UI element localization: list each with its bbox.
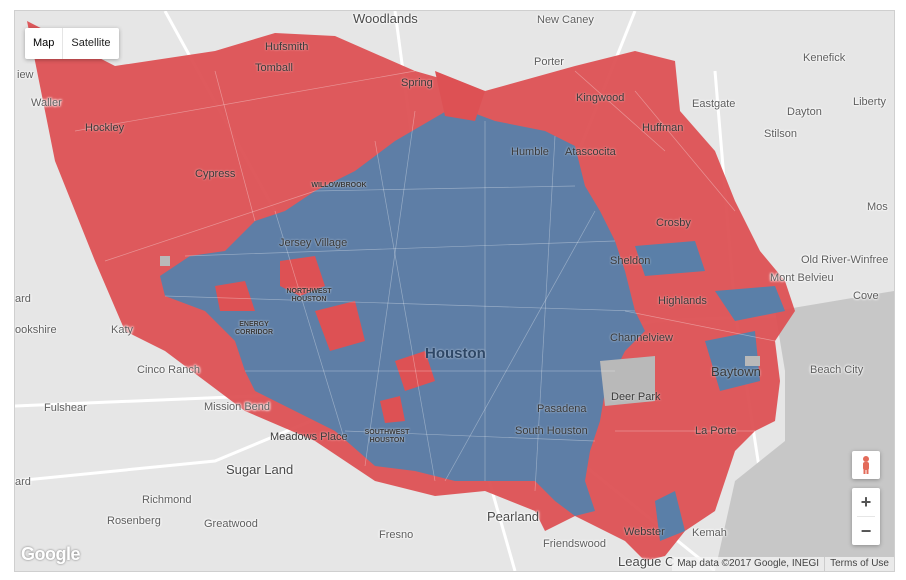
label-mission-bend: Mission Bend bbox=[204, 401, 271, 413]
label-cinco-ranch: Cinco Ranch bbox=[137, 364, 200, 376]
label-friendswood: Friendswood bbox=[543, 538, 606, 550]
label-iew: iew bbox=[17, 69, 34, 81]
label-waller: Waller bbox=[31, 97, 62, 109]
label-league-city: League C bbox=[618, 554, 675, 569]
zoom-in-button[interactable]: + bbox=[860, 492, 872, 512]
label-jersey-village: Jersey Village bbox=[279, 237, 348, 249]
zoom-divider bbox=[857, 516, 875, 517]
label-highlands: Highlands bbox=[658, 295, 707, 307]
label-cypress: Cypress bbox=[195, 168, 236, 180]
label-south-houston: South Houston bbox=[515, 425, 588, 437]
label-cove: Cove bbox=[853, 290, 879, 302]
label-ookshire: ookshire bbox=[15, 324, 57, 336]
label-humble: Humble bbox=[511, 146, 549, 158]
label-kenefick: Kenefick bbox=[803, 52, 846, 64]
label-la-porte: La Porte bbox=[695, 425, 737, 437]
label-woodlands: Woodlands bbox=[353, 11, 418, 26]
red-enclaves bbox=[215, 71, 485, 423]
grey-patches bbox=[160, 256, 760, 406]
label-fulshear: Fulshear bbox=[44, 402, 87, 414]
label-rosenberg: Rosenberg bbox=[107, 515, 161, 527]
label-richmond: Richmond bbox=[142, 494, 192, 506]
label-old-river: Old River-Winfree bbox=[801, 254, 889, 266]
label-stilson: Stilson bbox=[764, 128, 798, 140]
label-channelview: Channelview bbox=[610, 332, 673, 344]
map-type-map-button[interactable]: Map bbox=[25, 28, 64, 59]
label-sugar-land: Sugar Land bbox=[226, 462, 294, 477]
blue-enclaves bbox=[635, 241, 785, 541]
label-willowbrook: WILLOWBROOK bbox=[311, 182, 367, 189]
label-kemah: Kemah bbox=[692, 527, 727, 539]
zoom-control: + − bbox=[852, 488, 880, 545]
label-pearland: Pearland bbox=[487, 509, 540, 524]
county-blue-region bbox=[160, 106, 645, 516]
label-pasadena: Pasadena bbox=[537, 403, 587, 415]
map-data-attribution: Map data ©2017 Google, INEGI bbox=[677, 558, 820, 569]
google-logo[interactable]: Google bbox=[21, 544, 81, 564]
label-atascocita: Atascocita bbox=[565, 146, 616, 158]
label-northwest-houston: NORTHWEST HOUSTON bbox=[286, 288, 332, 303]
label-beach-city: Beach City bbox=[810, 364, 864, 376]
pegman-icon bbox=[863, 456, 869, 474]
label-spring: Spring bbox=[401, 77, 433, 89]
label-houston: Houston bbox=[425, 345, 486, 362]
label-southwest-houston: SOUTHWEST HOUSTON bbox=[364, 429, 410, 444]
label-tomball: Tomball bbox=[255, 62, 293, 74]
label-huffman: Huffman bbox=[642, 122, 684, 134]
terms-of-use-link[interactable]: Terms of Use bbox=[824, 557, 894, 571]
label-ard-top: ard bbox=[15, 293, 31, 305]
label-katy: Katy bbox=[111, 324, 134, 336]
label-ard: ard bbox=[15, 476, 31, 488]
attribution-bar: Map data ©2017 Google, INEGI Terms of Us… bbox=[672, 557, 894, 571]
label-mont-belvieu: Mont Belvieu bbox=[770, 272, 834, 284]
label-sheldon: Sheldon bbox=[610, 255, 651, 267]
label-dayton: Dayton bbox=[787, 106, 822, 118]
precinct-lines bbox=[74, 70, 776, 492]
map-type-satellite-button[interactable]: Satellite bbox=[71, 37, 111, 49]
label-mos: Mos bbox=[867, 201, 888, 213]
label-hockley: Hockley bbox=[85, 122, 125, 134]
label-fresno: Fresno bbox=[379, 529, 414, 541]
label-eastgate: Eastgate bbox=[692, 98, 736, 110]
label-porter: Porter bbox=[534, 56, 564, 68]
zoom-out-button[interactable]: − bbox=[860, 521, 872, 541]
label-greatwood: Greatwood bbox=[204, 518, 258, 530]
label-meadows-place: Meadows Place bbox=[270, 431, 348, 443]
label-energy-corridor: ENERGY CORRIDOR bbox=[234, 321, 274, 336]
map-frame[interactable]: Woodlands New Caney Kenefick Porter iew … bbox=[14, 10, 895, 572]
galveston-bay bbox=[715, 291, 894, 571]
map-type-control: Map Satellite bbox=[25, 28, 119, 59]
label-webster: Webster bbox=[624, 526, 665, 538]
label-crosby: Crosby bbox=[656, 217, 691, 229]
label-baytown: Baytown bbox=[711, 364, 761, 379]
label-kingwood: Kingwood bbox=[576, 92, 625, 104]
label-liberty: Liberty bbox=[853, 96, 887, 108]
map-canvas[interactable] bbox=[15, 11, 894, 571]
street-view-pegman-button[interactable] bbox=[852, 451, 880, 479]
label-hufsmith: Hufsmith bbox=[265, 41, 309, 53]
label-new-caney: New Caney bbox=[537, 14, 594, 26]
label-deer-park: Deer Park bbox=[611, 391, 661, 403]
